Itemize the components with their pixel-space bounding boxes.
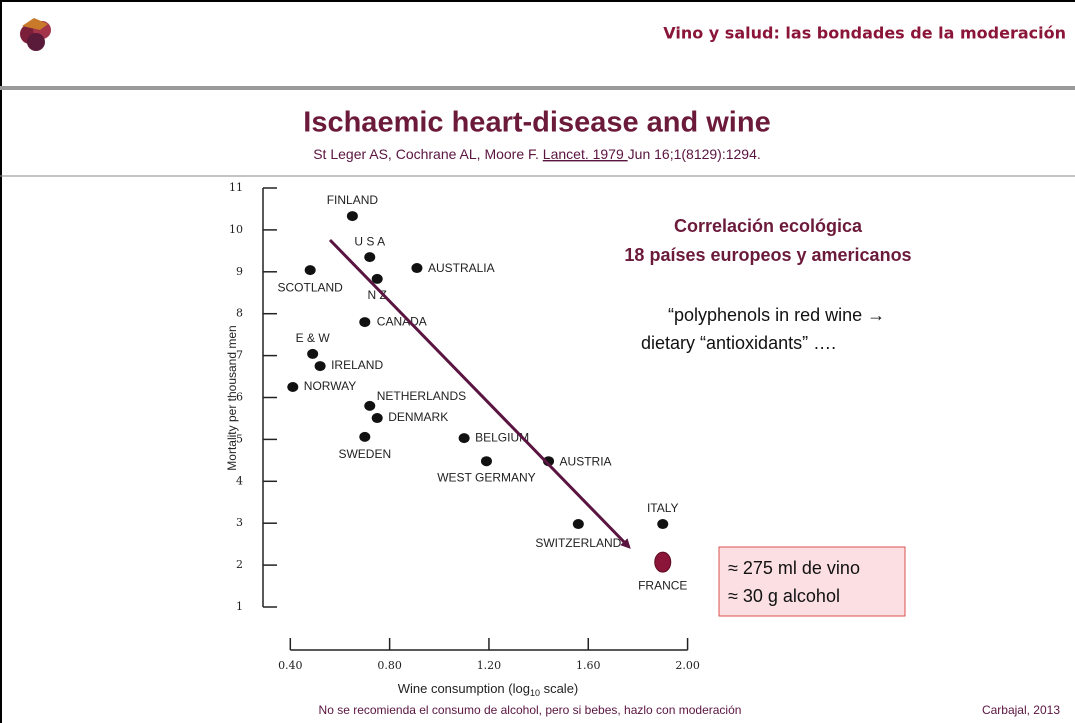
point <box>480 456 492 467</box>
y-tick-label: 4 <box>236 474 243 487</box>
point-label: BELGIUM <box>475 430 529 444</box>
point-label: NORWAY <box>304 379 356 393</box>
callout-box <box>718 546 906 617</box>
point-label: NETHERLANDS <box>377 389 466 403</box>
x-axis-label: Wine consumption (log10 scale) <box>398 681 579 698</box>
y-tick-label: 8 <box>236 307 243 320</box>
y-tick-label: 6 <box>236 391 243 404</box>
y-tick-label: 7 <box>236 349 243 362</box>
point <box>371 273 383 284</box>
y-tick-label: 2 <box>236 558 243 571</box>
x-tick-label: 2.00 <box>675 659 700 672</box>
point-label: CANADA <box>377 314 427 328</box>
y-tick-label: 5 <box>236 432 243 445</box>
point <box>346 211 358 222</box>
point <box>287 382 299 393</box>
point-label: IRELAND <box>331 358 383 372</box>
point <box>371 413 383 424</box>
callout-text: ≈ 275 ml de vino <box>728 558 860 578</box>
point <box>364 400 376 411</box>
x-tick-label: 0.80 <box>377 659 402 672</box>
point-label: DENMARK <box>388 410 448 424</box>
y-tick-label: 10 <box>229 223 243 236</box>
header: Vino y salud: las bondades de la moderac… <box>663 24 1066 43</box>
point-label: ITALY <box>647 501 679 515</box>
y-tick-label: 1 <box>236 600 243 613</box>
y-tick-label: 11 <box>229 181 243 194</box>
callout-text: ≈ 30 g alcohol <box>728 586 840 606</box>
y-tick-label: 3 <box>236 516 243 529</box>
point <box>307 348 319 359</box>
point <box>359 431 371 442</box>
credit: Carbajal, 2013 <box>982 703 1060 717</box>
point-label: WEST GERMANY <box>437 470 535 484</box>
point-label: SWEDEN <box>338 447 391 461</box>
note-title: Correlación ecológica <box>674 216 863 236</box>
point-label: FINLAND <box>327 193 379 207</box>
y-axis-label: Mortality per thousand men <box>225 325 239 470</box>
point-label: SCOTLAND <box>278 280 344 294</box>
point <box>364 252 376 263</box>
y-tick-label: 9 <box>236 265 243 278</box>
title: Ischaemic heart-disease and wine <box>303 107 770 139</box>
citation-link: Lancet. 1979 <box>543 146 628 162</box>
x-tick-label: 1.60 <box>576 659 601 672</box>
point <box>411 263 423 274</box>
note-title: 18 países europeos y americanos <box>624 245 911 265</box>
x-tick-label: 0.40 <box>278 659 303 672</box>
point <box>304 265 316 276</box>
citation-part: St Leger AS, Cochrane AL, Moore F. <box>313 146 543 162</box>
quote: dietary “antioxidants” …. <box>641 333 836 353</box>
x-tick-label: 1.20 <box>477 659 502 672</box>
point <box>359 317 371 328</box>
point <box>657 519 669 530</box>
x-axis-label-part: scale) <box>540 681 578 696</box>
point <box>654 551 672 573</box>
footer: No se recomienda el consumo de alcohol, … <box>319 703 742 717</box>
point-label: AUSTRALIA <box>428 261 495 275</box>
point <box>314 361 326 372</box>
quote: “polyphenols in red wine → <box>668 305 885 325</box>
x-axis-label-sub: 10 <box>530 688 540 698</box>
point-label: FRANCE <box>638 578 687 592</box>
x-axis-label-part: Wine consumption (log <box>398 681 530 696</box>
point-label: SWITZERLAND <box>535 536 621 550</box>
point <box>458 433 470 444</box>
citation: St Leger AS, Cochrane AL, Moore F. Lance… <box>313 146 761 162</box>
point-label: E & W <box>296 331 331 345</box>
trend-arrow <box>328 238 631 549</box>
logo <box>20 18 51 51</box>
plot: 1 2 3 4 5 6 7 8 9 10 11 0.40 0.80 1.20 1.60 2.00 FINLAND… <box>229 181 700 672</box>
point-label: U S A <box>354 234 385 248</box>
point-label: AUSTRIA <box>560 454 612 468</box>
point <box>572 519 584 530</box>
citation-part: Jun 16;1(8129):1294. <box>628 146 761 162</box>
